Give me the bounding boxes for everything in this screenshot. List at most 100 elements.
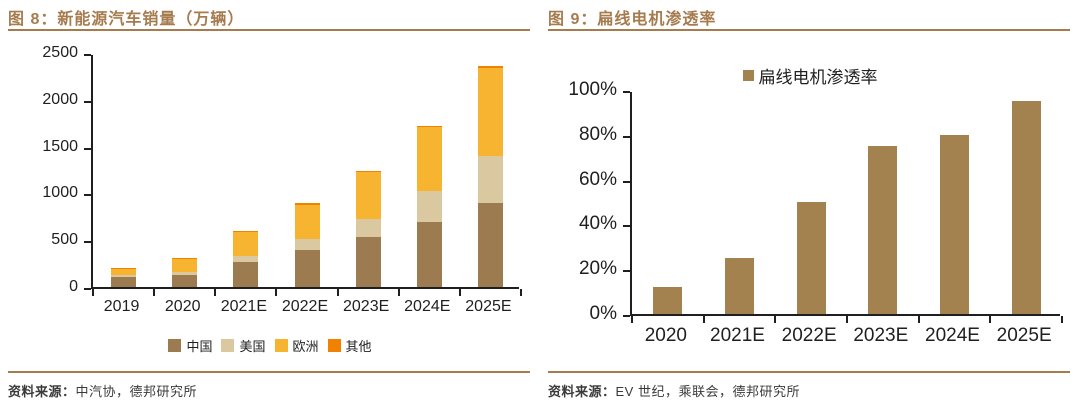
y-axis-tick [623,91,630,93]
x-axis-tick [1061,316,1063,323]
x-axis-label-2024E: 2024E [404,298,451,315]
x-axis-tick [702,316,705,323]
bar-2020-中国 [172,274,198,287]
bar-2021E-中国 [233,261,259,287]
x-axis-label-2020: 2020 [644,325,687,346]
y-axis-tick [623,270,630,273]
bar-2024E-美国 [416,191,442,222]
y-axis-tick [623,315,630,317]
source-body: 中汽协，德邦研究所 [75,384,198,399]
bar-2022E-欧洲 [294,204,320,239]
bar-2019-美国 [111,274,137,277]
y-axis-label: 60% [578,168,617,190]
y-axis-label: 80% [578,123,617,145]
figure-9-source: 资料来源：EV 世纪，乘联会，德邦研究所 [548,381,800,400]
legend-swatch-icon [742,70,754,81]
y-axis-label: 2500 [42,44,78,61]
legend-item-其他: 其他 [327,336,372,355]
legend-item-欧洲: 欧洲 [274,336,319,355]
nev-sales-legend: 中国 美国 欧洲 其他 [0,336,540,355]
bar-2019-中国 [111,276,137,287]
bar-2025E-美国 [477,155,503,203]
source-label: 资料来源： [548,384,616,399]
bar-2021E-美国 [233,256,259,262]
figure-8-source: 资料来源：中汽协，德邦研究所 [8,381,197,400]
x-axis-tick [153,289,156,296]
x-axis-tick [917,316,920,323]
y-axis-label: 0 [69,278,78,295]
legend-item-中国: 中国 [168,336,212,355]
y-axis-label: 40% [578,213,617,235]
y-axis-tick [84,288,91,290]
legend-item-美国: 美国 [221,336,266,355]
x-axis-label-2024E: 2024E [925,325,980,346]
x-axis-tick [458,289,461,296]
legend-swatch-icon [274,339,288,352]
bar-2024E-其他 [416,125,442,128]
legend-swatch-icon [168,339,182,352]
y-axis-tick [84,241,91,244]
x-axis-label-2021E: 2021E [220,298,267,315]
bar-2023E-美国 [355,218,381,238]
bar-2022E-其他 [294,203,320,205]
bar-2019-欧洲 [111,268,137,275]
x-axis-tick [214,289,217,296]
x-axis-tick [92,289,94,296]
bar-2022E-美国 [294,238,320,250]
bar-2021E-欧洲 [233,232,259,257]
x-axis-tick [397,289,400,296]
x-axis-label-2019: 2019 [103,298,140,315]
bar-2023E-欧洲 [355,172,381,219]
penetration-plot-area [623,91,1063,323]
y-axis-tick [84,194,91,197]
legend-item-扁线电机渗透率: 扁线电机渗透率 [742,63,878,88]
legend-label: 中国 [186,339,213,354]
y-axis-label: 1500 [42,137,78,155]
legend-label: 扁线电机渗透率 [758,68,878,87]
legend-label: 美国 [239,339,266,354]
x-axis-label-2021E: 2021E [710,325,765,346]
bar-2025E-其他 [477,66,503,68]
x-axis-tick [275,289,278,296]
x-axis-tick [774,316,777,323]
bar-2025E-扁线电机渗透率 [1011,101,1041,314]
y-axis-tick [84,54,91,56]
figure-9-title-rule [548,29,1070,31]
legend-swatch-icon [221,339,235,352]
bar-2024E-中国 [416,221,442,287]
bar-2020-欧洲 [172,258,198,273]
x-axis-tick [520,289,522,296]
x-axis-label-2023E: 2023E [853,325,909,346]
x-axis-label-2022E: 2022E [781,325,837,346]
y-axis-tick [623,225,630,228]
y-axis-tick [623,135,630,138]
bar-2022E-中国 [294,249,320,287]
y-axis-label: 2000 [42,90,78,108]
y-axis-label: 500 [51,231,78,249]
bar-2025E-中国 [477,202,503,287]
bar-2023E-其他 [355,170,381,173]
y-axis-label: 0% [589,303,617,324]
bar-2022E-扁线电机渗透率 [796,202,826,314]
figure-8-source-rule [8,371,530,373]
y-axis-tick [623,180,630,183]
bar-2021E-扁线电机渗透率 [725,258,754,314]
y-axis-tick [84,100,91,103]
x-axis-tick [846,316,848,323]
figure-8-title-rule [8,29,530,31]
bar-2021E-其他 [233,230,259,233]
x-axis-label-2020: 2020 [164,298,201,315]
bar-2024E-扁线电机渗透率 [940,134,969,314]
y-axis-tick [84,147,91,150]
legend-swatch-icon [327,339,341,352]
x-axis-tick [989,316,992,323]
legend-label: 欧洲 [292,339,319,354]
x-axis-label-2022E: 2022E [281,298,329,315]
y-axis-label: 20% [578,258,617,280]
y-axis-label: 1000 [42,184,78,202]
bar-2020-扁线电机渗透率 [653,287,683,314]
figure-9-source-rule [548,371,1070,373]
x-axis-label-2023E: 2023E [343,298,390,315]
x-axis-tick [336,289,339,296]
